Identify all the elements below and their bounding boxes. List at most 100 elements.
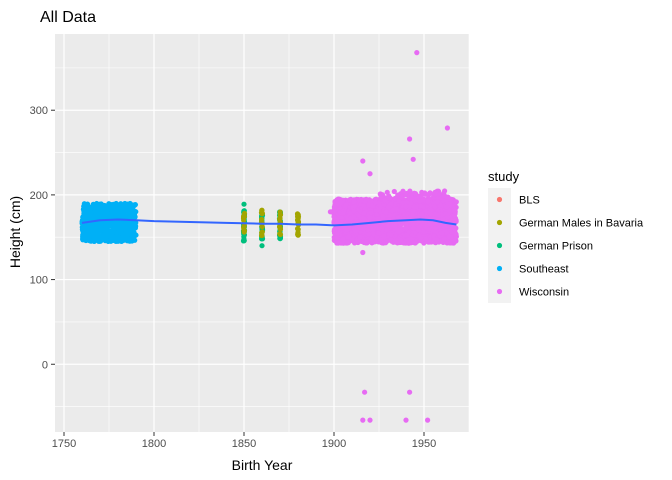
- data-point: [259, 243, 265, 249]
- data-point: [85, 207, 92, 213]
- legend-swatch: [496, 242, 503, 249]
- legend-label: Wisconsin: [519, 287, 569, 299]
- data-point: [361, 210, 367, 216]
- data-point: [425, 417, 431, 423]
- data-point: [415, 225, 421, 231]
- data-point: [335, 218, 341, 225]
- data-point: [412, 239, 419, 245]
- data-point: [115, 220, 121, 226]
- data-point: [360, 158, 366, 164]
- data-point: [121, 237, 127, 243]
- data-point: [340, 236, 346, 242]
- data-point: [381, 233, 387, 239]
- data-point: [132, 225, 139, 231]
- x-tick-label: 1750: [52, 438, 76, 450]
- data-point: [407, 389, 413, 395]
- data-point: [277, 215, 283, 221]
- data-point: [105, 238, 111, 245]
- data-point: [358, 197, 364, 203]
- y-tick-label: 300: [30, 105, 48, 117]
- data-point: [351, 203, 358, 209]
- data-point: [444, 214, 451, 220]
- data-point: [277, 231, 283, 237]
- data-point: [370, 203, 376, 209]
- chart-title: All Data: [40, 9, 96, 26]
- data-point: [381, 197, 388, 203]
- legend-title: study: [488, 169, 520, 184]
- data-point: [408, 236, 414, 242]
- data-point: [392, 223, 398, 229]
- data-point: [357, 234, 363, 240]
- data-point: [411, 225, 417, 231]
- data-point: [432, 204, 438, 210]
- data-point: [113, 202, 119, 208]
- data-point: [393, 206, 399, 212]
- data-point: [446, 233, 452, 240]
- x-tick-label: 1900: [322, 438, 346, 450]
- data-point: [240, 238, 247, 244]
- data-point: [327, 209, 333, 215]
- data-point: [95, 209, 101, 215]
- legend-label: German Prison: [519, 241, 593, 253]
- data-point: [258, 210, 265, 216]
- data-point: [401, 240, 407, 246]
- data-point: [376, 230, 382, 236]
- data-point: [434, 237, 440, 243]
- legend-swatch: [496, 288, 503, 295]
- data-point: [295, 217, 301, 223]
- data-point: [384, 189, 390, 195]
- data-point: [418, 203, 424, 209]
- data-point: [111, 223, 117, 229]
- data-point: [441, 236, 447, 242]
- data-point: [384, 227, 390, 233]
- data-point: [443, 230, 450, 236]
- data-point: [241, 229, 247, 235]
- data-point: [374, 216, 381, 222]
- data-point: [411, 204, 418, 210]
- data-point: [99, 220, 105, 226]
- data-point: [277, 225, 283, 232]
- data-point: [295, 232, 301, 238]
- data-point: [372, 199, 378, 205]
- data-point: [428, 207, 435, 213]
- legend-swatch: [496, 265, 503, 272]
- x-axis-title: Birth Year: [232, 457, 293, 473]
- data-point: [422, 236, 429, 242]
- data-point: [133, 232, 139, 238]
- data-point: [334, 235, 340, 241]
- data-point: [362, 389, 368, 395]
- data-point: [380, 214, 386, 220]
- data-point: [121, 209, 127, 215]
- data-point: [241, 234, 247, 240]
- data-point: [367, 417, 373, 423]
- data-point: [452, 231, 458, 237]
- y-axis: 0 100 200 300: [30, 105, 55, 371]
- data-point: [451, 212, 457, 219]
- smooth-line: [81, 218, 457, 227]
- y-tick-label: 100: [30, 275, 48, 287]
- data-point: [434, 199, 441, 205]
- data-point: [351, 199, 357, 205]
- legend-label: German Males in Bavaria: [519, 218, 644, 230]
- data-point: [441, 224, 447, 230]
- data-point: [416, 232, 422, 239]
- data-point: [388, 232, 394, 238]
- data-point: [113, 210, 119, 216]
- data-point: [399, 208, 406, 214]
- data-point: [374, 212, 380, 218]
- data-point: [259, 232, 265, 239]
- data-point: [377, 201, 384, 207]
- data-point: [432, 225, 439, 231]
- data-point: [124, 230, 130, 236]
- data-point: [125, 223, 131, 229]
- data-point: [367, 171, 373, 177]
- data-point: [352, 228, 358, 234]
- legend-label: Southeast: [519, 264, 569, 276]
- data-point: [410, 220, 416, 227]
- data-point: [376, 207, 382, 213]
- data-point: [370, 230, 376, 236]
- data-point: [387, 195, 393, 201]
- data-point: [89, 233, 95, 239]
- data-point: [351, 208, 357, 214]
